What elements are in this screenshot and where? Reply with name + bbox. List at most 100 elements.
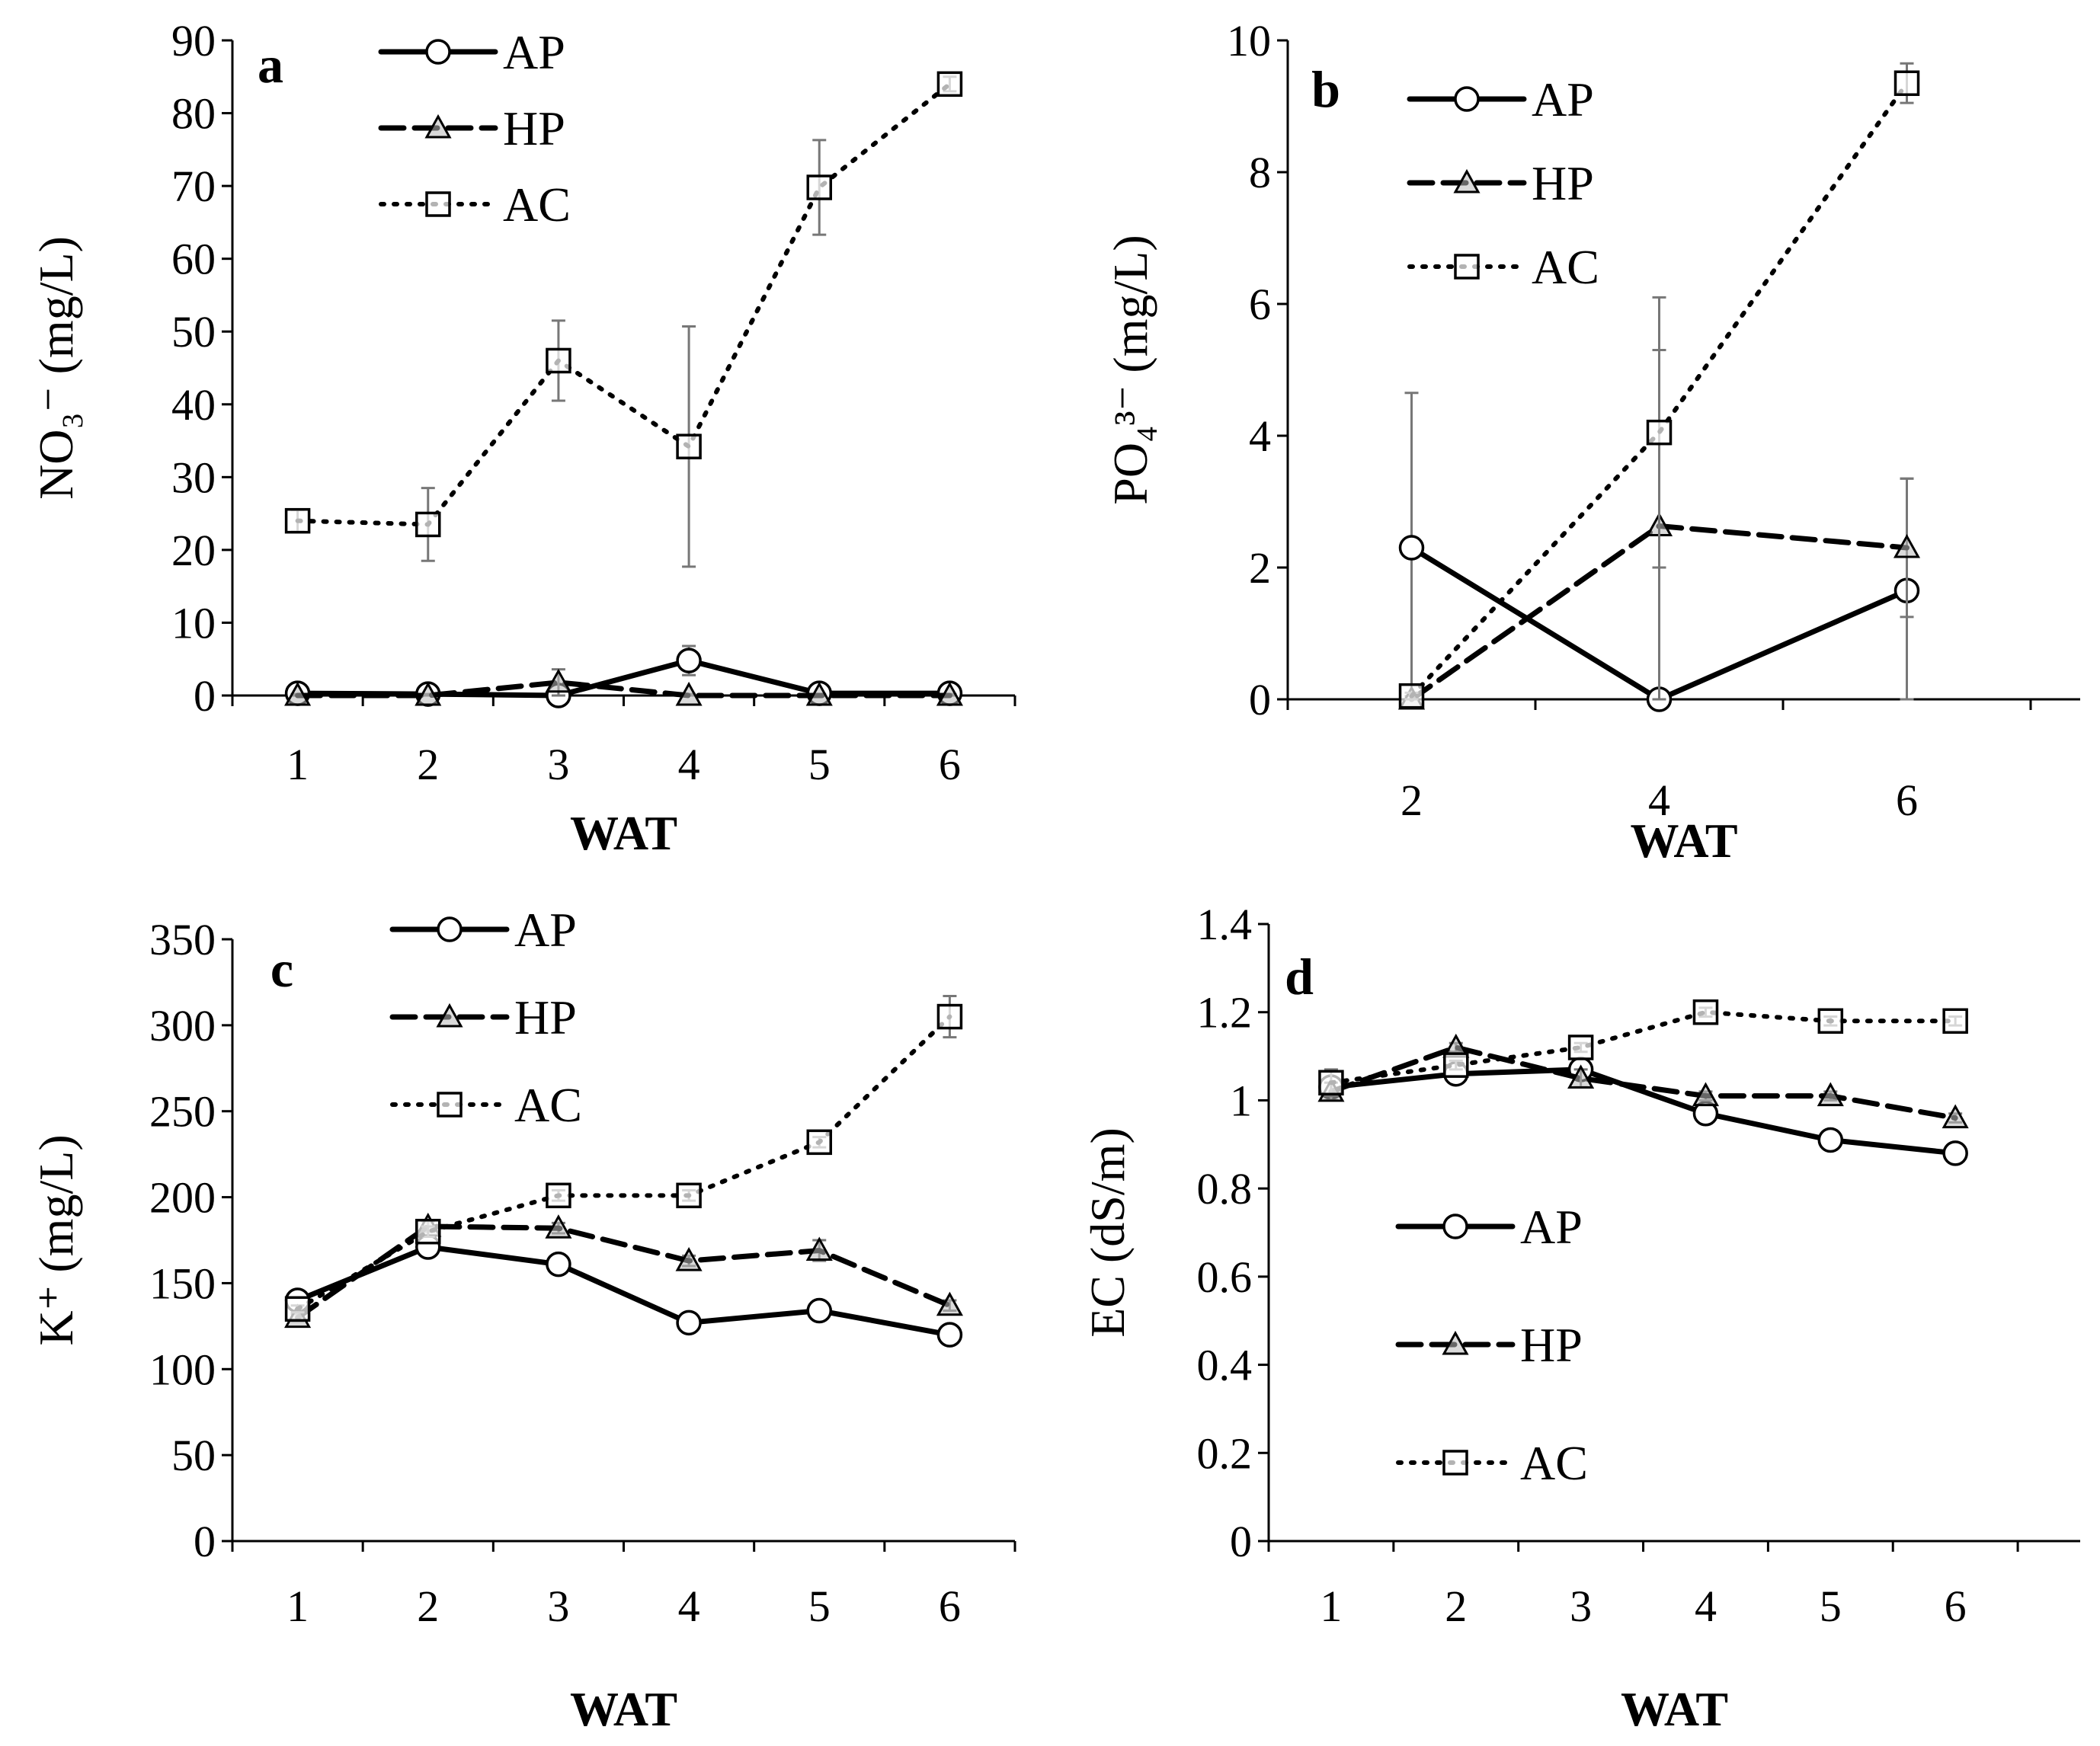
y-tick-label: 80 <box>171 89 216 139</box>
data-point-ap <box>1398 535 1425 561</box>
chart-panel-a: 0 10 20 30 40 50 60 70 80 90 1 2 3 4 5 6 WAT NO₃⁻ (mg/L) a… <box>29 16 1016 860</box>
data-point-ac <box>415 511 441 538</box>
data-point-hp <box>545 668 572 693</box>
series-ap <box>1318 1057 1968 1166</box>
legend-marker <box>1454 86 1480 112</box>
data-point-hp <box>936 681 963 706</box>
x-tick-label: 4 <box>1695 1581 1717 1631</box>
series-line <box>295 1014 952 1312</box>
y-tick-label: 6 <box>1249 280 1271 329</box>
y-tick-label: 0.8 <box>1197 1164 1253 1214</box>
data-point-ac <box>415 1218 441 1245</box>
y-tick-label: 1.4 <box>1197 900 1253 949</box>
data-point-ac <box>806 174 832 200</box>
legend-label: AP <box>514 903 577 957</box>
legend: AP HP AC <box>389 903 582 1132</box>
y-axis-title: K⁺ (mg/L) <box>29 1134 83 1345</box>
series-line <box>295 1223 952 1321</box>
y-tick-label: 100 <box>149 1345 216 1394</box>
series-line <box>1328 1009 1958 1086</box>
panel-label: c <box>271 940 293 998</box>
y-tick-label: 60 <box>171 235 216 284</box>
series-ac <box>284 71 963 568</box>
series-line <box>1328 1044 1958 1121</box>
y-tick-label: 0.2 <box>1197 1428 1253 1478</box>
y-axis-title: EC (dS/m) <box>1080 1127 1135 1338</box>
x-tick-label: 1 <box>1320 1581 1342 1631</box>
x-tick-label: 1 <box>287 1581 309 1631</box>
x-tick-label: 5 <box>808 740 831 789</box>
y-tick-label: 0.4 <box>1197 1341 1253 1390</box>
series-line <box>295 1244 952 1338</box>
data-point-ac <box>1318 1070 1344 1096</box>
legend: AP HP AC <box>1407 72 1599 294</box>
data-point-ac <box>1692 999 1719 1025</box>
x-tick-label: 5 <box>1820 1581 1842 1631</box>
legend-marker <box>1454 254 1480 280</box>
legend-marker <box>437 916 463 942</box>
x-axis-title: WAT <box>1621 1682 1728 1736</box>
y-tick-label: 70 <box>171 161 216 211</box>
y-tick-label: 2 <box>1249 543 1271 593</box>
series-ac <box>1398 62 1920 709</box>
data-point-ap <box>806 1297 832 1324</box>
legend-marker <box>425 191 451 217</box>
x-tick-label: 2 <box>417 1581 439 1631</box>
data-point-ap <box>676 1310 702 1336</box>
y-tick-label: 10 <box>1227 16 1271 66</box>
y-tick-label: 200 <box>149 1173 216 1223</box>
legend-marker <box>1442 1214 1468 1239</box>
panel-label: b <box>1311 60 1340 118</box>
legend-label: AP <box>1520 1200 1583 1254</box>
legend-marker <box>1442 1450 1468 1476</box>
legend-label: AC <box>514 1078 582 1132</box>
x-axis-title: WAT <box>570 1682 677 1736</box>
legend-label: AC <box>503 177 571 232</box>
x-tick-label: 3 <box>1570 1581 1592 1631</box>
y-tick-label: 0 <box>194 671 216 721</box>
x-axis-title: WAT <box>570 806 677 860</box>
y-tick-label: 50 <box>171 307 216 357</box>
y-tick-label: 4 <box>1249 411 1271 461</box>
x-tick-label: 6 <box>939 1581 961 1631</box>
data-point-hp <box>415 681 442 706</box>
series-line <box>1328 1066 1958 1156</box>
series-hp <box>1317 1033 1969 1129</box>
legend-marker <box>436 1003 463 1028</box>
x-tick-label: 4 <box>678 1581 700 1631</box>
chart-panel-b: 0 2 4 6 8 10 2 4 6 WAT PO₄³⁻ (mg/L) b AP HP AC <box>1103 16 2080 868</box>
data-point-ac <box>1942 1008 1968 1034</box>
x-tick-label: 2 <box>417 740 439 789</box>
legend-label: AP <box>1532 72 1594 126</box>
data-point-ac <box>806 1129 832 1156</box>
legend-label: AP <box>503 25 565 79</box>
y-tick-label: 1 <box>1230 1076 1252 1125</box>
x-tick-label: 1 <box>287 740 309 789</box>
data-point-ap <box>546 1251 571 1278</box>
series-hp <box>284 668 963 706</box>
legend-label: HP <box>1520 1318 1583 1372</box>
y-tick-label: 90 <box>171 16 216 66</box>
data-point-ap <box>676 648 702 673</box>
x-tick-label: 5 <box>808 1581 831 1631</box>
x-tick-label: 2 <box>1445 1581 1467 1631</box>
legend-marker <box>425 39 451 65</box>
data-point-ap <box>936 1322 963 1348</box>
data-point-hp <box>805 681 833 706</box>
data-point-ac <box>1443 1052 1469 1078</box>
data-point-hp <box>675 681 703 706</box>
data-point-ac <box>676 1182 702 1209</box>
data-point-ac <box>1817 1008 1844 1034</box>
x-tick-label: 4 <box>1648 775 1670 825</box>
data-point-ac <box>546 1182 571 1209</box>
data-point-hp <box>545 1214 572 1239</box>
legend-label: HP <box>503 101 565 155</box>
x-tick-label: 2 <box>1401 775 1423 825</box>
y-tick-label: 50 <box>171 1431 216 1480</box>
legend-label: AC <box>1520 1436 1588 1490</box>
y-tick-label: 8 <box>1249 148 1271 197</box>
series-line <box>295 680 952 699</box>
y-tick-label: 0.6 <box>1197 1252 1253 1302</box>
series-ac <box>1318 999 1968 1098</box>
